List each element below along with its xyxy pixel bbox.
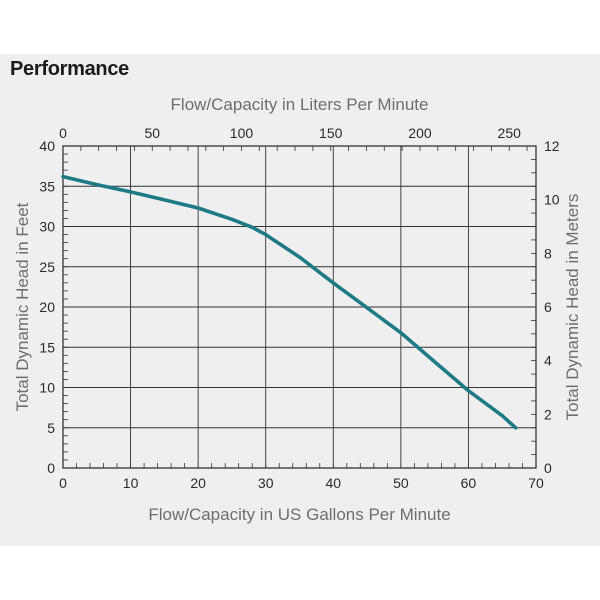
x2-axis-title: Flow/Capacity in Liters Per Minute — [171, 95, 429, 114]
x-tick-label: 30 — [258, 475, 274, 491]
x-tick-label: 70 — [528, 475, 544, 491]
head-curve-line — [61, 174, 518, 430]
x2-tick-label: 250 — [498, 125, 522, 141]
chart-panel — [0, 54, 600, 546]
y2-tick-label: 12 — [544, 138, 560, 154]
plot-frame — [62, 145, 537, 469]
x-tick-label: 10 — [123, 475, 139, 491]
x2-tick-label: 200 — [408, 125, 432, 141]
x-tick-label: 20 — [190, 475, 206, 491]
series-layer — [61, 174, 518, 430]
y-tick-label: 25 — [39, 259, 55, 275]
x-tick-label: 40 — [325, 475, 341, 491]
plot-border — [62, 145, 537, 469]
y-tick-label: 40 — [39, 138, 55, 154]
x-axis-title: Flow/Capacity in US Gallons Per Minute — [148, 505, 450, 524]
x2-tick-label: 100 — [230, 125, 254, 141]
y-axis-title: Total Dynamic Head in Feet — [13, 202, 32, 411]
y-tick-label: 30 — [39, 219, 55, 235]
x2-tick-label: 0 — [59, 125, 67, 141]
x2-tick-label: 50 — [144, 125, 160, 141]
x-tick-label: 0 — [59, 475, 67, 491]
x-tick-label: 60 — [461, 475, 477, 491]
y2-axis-title: Total Dynamic Head in Meters — [563, 194, 582, 421]
x2-tick-label: 150 — [319, 125, 343, 141]
y-tick-label: 10 — [39, 380, 55, 396]
y2-tick-label: 6 — [544, 299, 552, 315]
y2-tick-label: 4 — [544, 353, 552, 369]
y2-tick-label: 8 — [544, 245, 552, 261]
chart-title: Performance — [10, 58, 129, 80]
minor-ticks — [62, 145, 537, 469]
grid — [63, 146, 536, 468]
y-tick-label: 15 — [39, 339, 55, 355]
y-tick-label: 0 — [47, 460, 55, 476]
y2-tick-label: 0 — [544, 460, 552, 476]
y-tick-label: 5 — [47, 420, 55, 436]
y-tick-label: 35 — [39, 178, 55, 194]
y-tick-label: 20 — [39, 299, 55, 315]
x-tick-label: 50 — [393, 475, 409, 491]
y2-tick-label: 2 — [544, 406, 552, 422]
y2-tick-label: 10 — [544, 192, 560, 208]
